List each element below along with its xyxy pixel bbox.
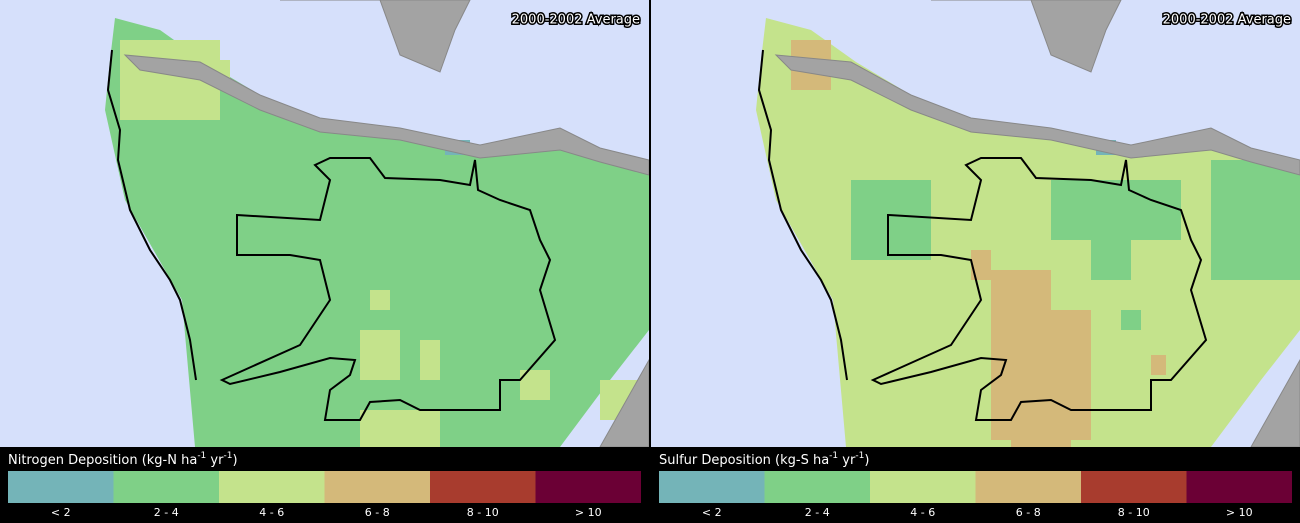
- coastline: [757, 49, 848, 381]
- land-outside: [931, 0, 1122, 73]
- legend-label: 2 - 4: [154, 506, 179, 519]
- legend-title-part: ): [232, 453, 237, 468]
- legend-title: Sulfur Deposition (kg-S ha-1 yr-1): [659, 451, 869, 468]
- grid-cell: [851, 180, 931, 260]
- legend-title-part: -1: [855, 451, 864, 461]
- legend-title-part: yr: [838, 453, 856, 468]
- legend-swatch: [219, 471, 325, 503]
- grid-cell: [1011, 380, 1071, 447]
- grid-cell: [1051, 180, 1181, 240]
- legend-label: 4 - 6: [259, 506, 284, 519]
- grid-cell: [1121, 310, 1141, 330]
- period-label: 2000-2002 Average: [512, 13, 640, 28]
- legend-swatch: [764, 471, 870, 503]
- grid-cell: [420, 340, 440, 380]
- legend-swatch: [430, 471, 536, 503]
- legend-label: 6 - 8: [1016, 506, 1041, 519]
- map-panel: 2000-2002 Average Nitrogen Deposition (kg…: [0, 0, 649, 523]
- park-boundary: [219, 157, 557, 421]
- legend-swatch: [975, 471, 1081, 503]
- legend-swatch: [8, 471, 114, 503]
- legend-swatch: [113, 471, 219, 503]
- legend-label: 6 - 8: [365, 506, 390, 519]
- legend-swatch: [870, 471, 976, 503]
- legend-title-part: -1: [223, 451, 232, 461]
- land: [756, 18, 1300, 447]
- grid-cell: [971, 250, 991, 280]
- legend-label: < 2: [51, 506, 71, 519]
- land-outside: [774, 54, 1300, 176]
- legend-title: Nitrogen Deposition (kg-N ha-1 yr-1): [8, 451, 238, 468]
- map-panel: 2000-2002 Average Sulfur Deposition (kg-S…: [651, 0, 1300, 523]
- legend-swatch: [535, 471, 641, 503]
- legend-label: 8 - 10: [1118, 506, 1150, 519]
- legend-label: > 10: [575, 506, 602, 519]
- legend-swatch: [324, 471, 430, 503]
- legend-title-part: -1: [197, 451, 206, 461]
- legend-label: 8 - 10: [467, 506, 499, 519]
- grid-cell: [1091, 240, 1131, 280]
- grid-cell: [1211, 160, 1300, 280]
- grid-cell: [360, 330, 400, 380]
- legend-title-part: ): [864, 453, 869, 468]
- legend-label: 4 - 6: [910, 506, 935, 519]
- grid-cell: [1151, 355, 1166, 375]
- legend-swatch: [659, 471, 765, 503]
- land-outside: [280, 0, 471, 73]
- grid-cell: [360, 410, 440, 447]
- legend-label: < 2: [702, 506, 722, 519]
- legend-swatch: [1186, 471, 1292, 503]
- legend-title-part: Sulfur Deposition (kg-S ha: [659, 453, 829, 468]
- legend-title-part: -1: [829, 451, 838, 461]
- legend-title-part: Nitrogen Deposition (kg-N ha: [8, 453, 197, 468]
- legend-swatch: [1081, 471, 1187, 503]
- park-boundary: [870, 157, 1208, 421]
- grid-cell: [370, 290, 390, 310]
- coastline: [106, 49, 197, 381]
- period-label: 2000-2002 Average: [1163, 13, 1291, 28]
- legend-label: > 10: [1226, 506, 1253, 519]
- legend-title-part: yr: [206, 453, 224, 468]
- land: [105, 18, 649, 447]
- legend-label: 2 - 4: [805, 506, 830, 519]
- land-outside: [123, 54, 649, 176]
